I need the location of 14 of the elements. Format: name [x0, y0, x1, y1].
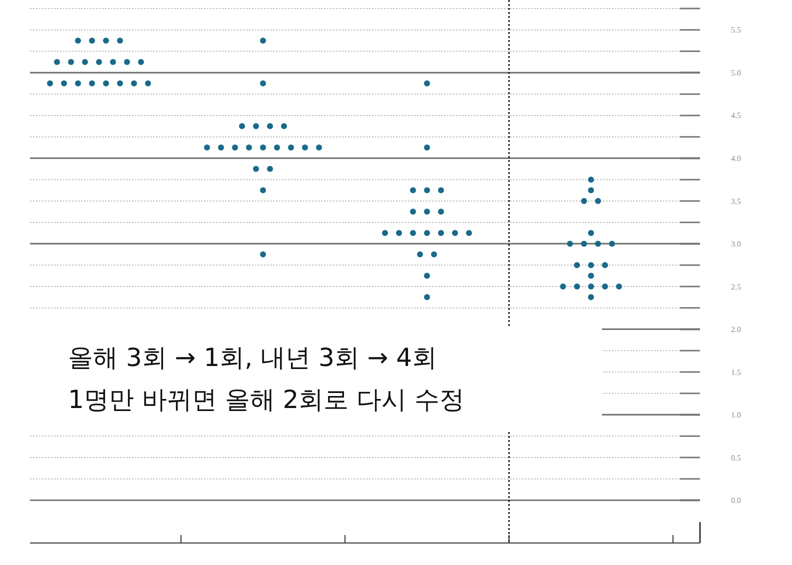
- annotation: 올해 3회 → 1회, 내년 3회 → 4회: [68, 343, 438, 372]
- y-tick-label: 1.0: [731, 410, 741, 420]
- y-tick-label: 2.0: [731, 325, 741, 334]
- y-tick-label: 4.5: [731, 111, 741, 120]
- y-tick-label: 5.0: [731, 68, 741, 78]
- y-tick-label: 0.0: [731, 496, 741, 506]
- y-tick-label: 2.5: [731, 282, 741, 292]
- y-tick-label: 1.5: [731, 368, 741, 377]
- y-tick-label: 5.5: [731, 26, 741, 35]
- y-tick-label: 0.5: [731, 453, 741, 462]
- y-tick-label: 4.0: [731, 154, 741, 163]
- y-tick-label: 3.0: [731, 240, 741, 249]
- annotation: 1명만 바뀌면 올해 2회로 다시 수정: [68, 385, 465, 414]
- y-tick-label: 3.5: [731, 196, 741, 206]
